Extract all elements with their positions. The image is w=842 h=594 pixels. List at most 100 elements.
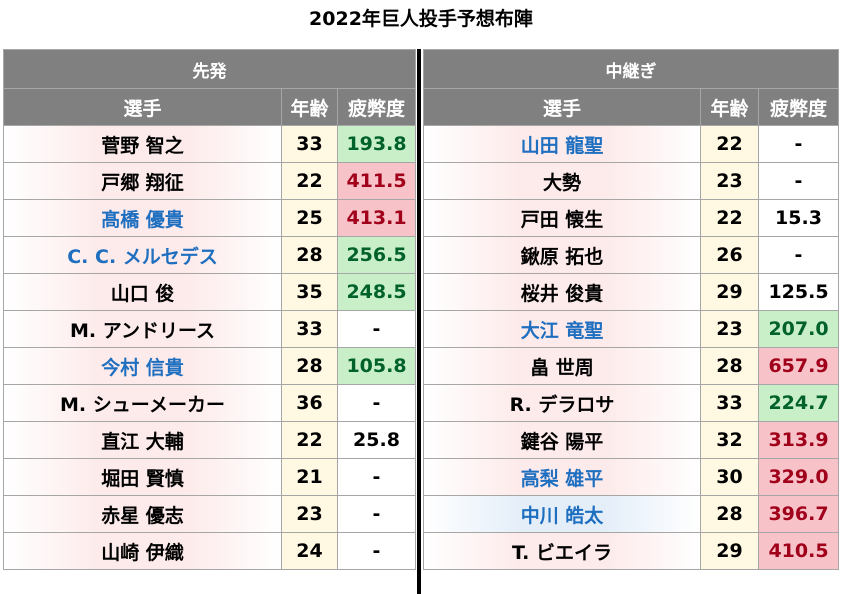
age-cell: 24 — [281, 532, 338, 570]
player-name-cell: 高梨 雄平 — [423, 458, 701, 496]
table-row: 高梨 雄平 30 329.0 — [423, 458, 839, 496]
fatigue-cell: 411.5 — [337, 162, 416, 200]
fatigue-cell: 248.5 — [337, 273, 416, 311]
table-row: 髙橋 優貴 25 413.1 — [3, 199, 416, 237]
age-cell: 22 — [281, 421, 338, 459]
fatigue-cell: - — [758, 236, 839, 274]
player-name-cell: 畠 世周 — [423, 347, 701, 385]
fatigue-cell: 105.8 — [337, 347, 416, 385]
fatigue-cell: 256.5 — [337, 236, 416, 274]
player-name-cell: C. C. メルセデス — [3, 236, 282, 274]
player-name-cell: 鍬原 拓也 — [423, 236, 701, 274]
player-name-cell: 中川 皓太 — [423, 495, 701, 533]
age-cell: 25 — [281, 199, 338, 237]
age-cell: 33 — [700, 384, 759, 422]
table-row: 桜井 俊貴 29 125.5 — [423, 273, 839, 311]
fatigue-cell: 313.9 — [758, 421, 839, 459]
starters-group-header: 先発 — [3, 49, 416, 89]
table-row: 山崎 伊織 24- — [3, 532, 416, 570]
player-name-cell: 大勢 — [423, 162, 701, 200]
fatigue-cell: 207.0 — [758, 310, 839, 348]
table-divider — [417, 49, 421, 594]
table-row: 戸郷 翔征 22 411.5 — [3, 162, 416, 200]
player-name-cell: 戸田 懐生 — [423, 199, 701, 237]
fatigue-cell: - — [337, 532, 416, 570]
starters-table: 先発 選手 年齢 疲弊度 菅野 智之 33 193.8 戸郷 翔征 22 411.5 髙橋 … — [3, 49, 416, 570]
table-row: R. デラロサ 33 224.7 — [423, 384, 839, 422]
fatigue-cell: - — [337, 495, 416, 533]
player-name-cell: 山田 龍聖 — [423, 125, 701, 163]
age-cell: 33 — [281, 310, 338, 348]
player-name-cell: 今村 信貴 — [3, 347, 282, 385]
player-name-cell: 山崎 伊織 — [3, 532, 282, 570]
age-cell: 35 — [281, 273, 338, 311]
fatigue-cell: 193.8 — [337, 125, 416, 163]
table-row: 山口 俊 35 248.5 — [3, 273, 416, 311]
age-cell: 22 — [700, 199, 759, 237]
player-name-cell: 鍵谷 陽平 — [423, 421, 701, 459]
fatigue-cell: - — [758, 162, 839, 200]
player-column-header: 選手 — [3, 88, 282, 126]
fatigue-cell: - — [758, 125, 839, 163]
age-cell: 28 — [700, 495, 759, 533]
table-row: 赤星 優志 23- — [3, 495, 416, 533]
fatigue-cell: 410.5 — [758, 532, 839, 570]
player-name-cell: M. シューメーカー — [3, 384, 282, 422]
player-name-cell: 菅野 智之 — [3, 125, 282, 163]
fatigue-cell: 329.0 — [758, 458, 839, 496]
table-row: 戸田 懐生 22 15.3 — [423, 199, 839, 237]
age-cell: 32 — [700, 421, 759, 459]
fatigue-cell: 125.5 — [758, 273, 839, 311]
age-cell: 33 — [281, 125, 338, 163]
player-name-cell: 山口 俊 — [3, 273, 282, 311]
fatigue-column-header: 疲弊度 — [758, 88, 839, 126]
table-row: 堀田 賢慎 21- — [3, 458, 416, 496]
player-name-cell: M. アンドリース — [3, 310, 282, 348]
player-column-header: 選手 — [423, 88, 701, 126]
fatigue-column-header: 疲弊度 — [337, 88, 416, 126]
player-name-cell: 直江 大輔 — [3, 421, 282, 459]
fatigue-cell: 25.8 — [337, 421, 416, 459]
table-row: 鍵谷 陽平 32 313.9 — [423, 421, 839, 459]
age-cell: 29 — [700, 273, 759, 311]
fatigue-cell: - — [337, 458, 416, 496]
age-column-header: 年齢 — [281, 88, 338, 126]
player-name-cell: R. デラロサ — [423, 384, 701, 422]
fatigue-cell: 224.7 — [758, 384, 839, 422]
age-cell: 26 — [700, 236, 759, 274]
fatigue-cell: - — [337, 310, 416, 348]
page-title: 2022年巨人投手予想布陣 — [309, 8, 533, 30]
relievers-table: 中継ぎ 選手 年齢 疲弊度 山田 龍聖 22- 大勢 23- 戸田 懐生 22 15.3 鍬原… — [423, 49, 839, 570]
age-cell: 21 — [281, 458, 338, 496]
fatigue-cell: 15.3 — [758, 199, 839, 237]
table-row: 菅野 智之 33 193.8 — [3, 125, 416, 163]
relievers-group-header: 中継ぎ — [423, 49, 839, 89]
age-cell: 28 — [281, 236, 338, 274]
table-row: M. シューメーカー 36- — [3, 384, 416, 422]
age-cell: 22 — [281, 162, 338, 200]
age-cell: 23 — [700, 310, 759, 348]
player-name-cell: 戸郷 翔征 — [3, 162, 282, 200]
fatigue-cell: 413.1 — [337, 199, 416, 237]
player-name-cell: 大江 竜聖 — [423, 310, 701, 348]
player-name-cell: T. ビエイラ — [423, 532, 701, 570]
table-row: M. アンドリース 33- — [3, 310, 416, 348]
table-row: 直江 大輔 22 25.8 — [3, 421, 416, 459]
table-row: 山田 龍聖 22- — [423, 125, 839, 163]
table-row: 大勢 23- — [423, 162, 839, 200]
fatigue-cell: 396.7 — [758, 495, 839, 533]
table-row: C. C. メルセデス 28 256.5 — [3, 236, 416, 274]
starters-rows: 菅野 智之 33 193.8 戸郷 翔征 22 411.5 髙橋 優貴 25 413.1 C. C… — [3, 125, 416, 570]
player-name-cell: 髙橋 優貴 — [3, 199, 282, 237]
player-name-cell: 赤星 優志 — [3, 495, 282, 533]
player-name-cell: 桜井 俊貴 — [423, 273, 701, 311]
age-cell: 30 — [700, 458, 759, 496]
table-row: 鍬原 拓也 26- — [423, 236, 839, 274]
age-cell: 23 — [281, 495, 338, 533]
age-cell: 36 — [281, 384, 338, 422]
age-cell: 22 — [700, 125, 759, 163]
age-cell: 28 — [281, 347, 338, 385]
age-cell: 28 — [700, 347, 759, 385]
relievers-rows: 山田 龍聖 22- 大勢 23- 戸田 懐生 22 15.3 鍬原 拓也 26- 桜井 俊貴 29 1… — [423, 125, 839, 570]
age-column-header: 年齢 — [700, 88, 759, 126]
